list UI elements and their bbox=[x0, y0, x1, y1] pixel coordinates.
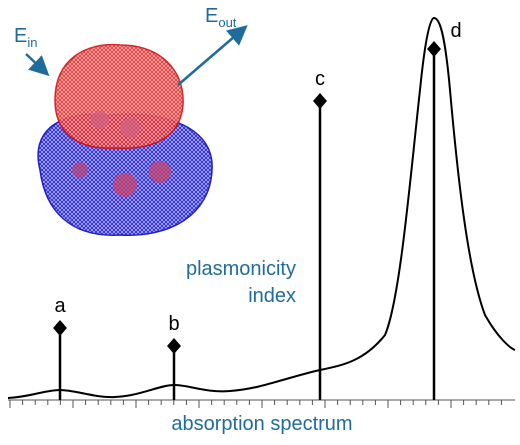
y-label: plasmonicity bbox=[186, 258, 296, 280]
sticks bbox=[58, 49, 436, 400]
spectrum bbox=[7, 16, 516, 399]
molecule bbox=[37, 43, 213, 236]
peak-label: a bbox=[54, 295, 66, 317]
diamonds bbox=[53, 41, 441, 354]
peak-label: c bbox=[315, 68, 325, 90]
y-label: index bbox=[248, 285, 296, 307]
peak-label: b bbox=[168, 313, 179, 335]
field-out: Eout bbox=[205, 5, 237, 30]
field-in: Ein bbox=[14, 25, 37, 50]
x-label: absorption spectrum bbox=[171, 413, 352, 435]
x-axis bbox=[8, 399, 515, 408]
arrow-in bbox=[25, 53, 50, 77]
arrow-out bbox=[177, 25, 248, 86]
peak-label: d bbox=[450, 20, 461, 42]
